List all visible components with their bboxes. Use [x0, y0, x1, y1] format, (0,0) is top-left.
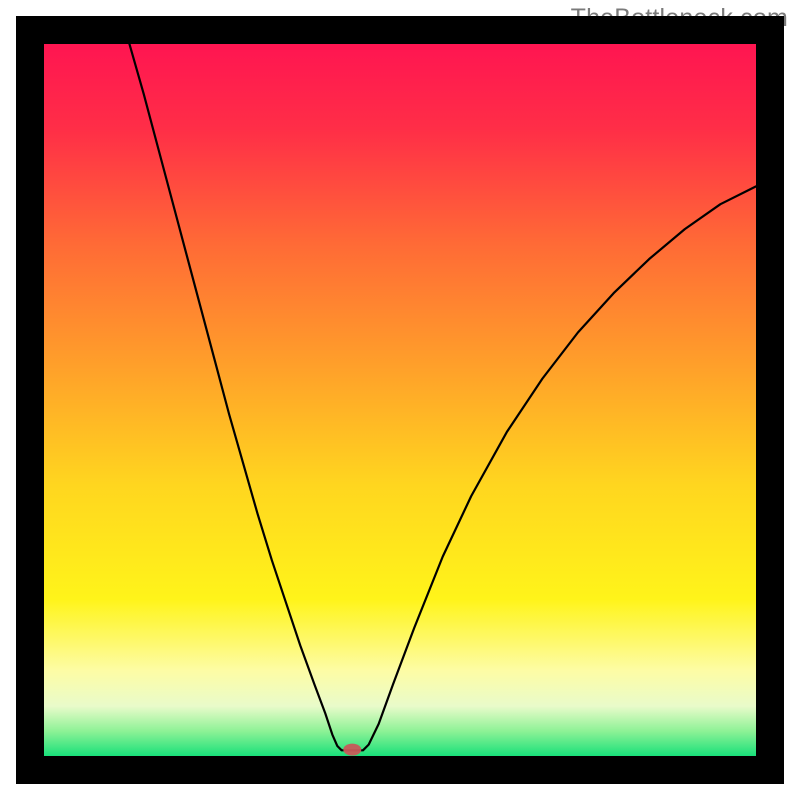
plot-background: [44, 44, 756, 756]
figure-wrapper: TheBottleneck.com: [0, 0, 800, 800]
operating-point-marker: [343, 744, 361, 756]
bottleneck-chart: [0, 0, 800, 800]
